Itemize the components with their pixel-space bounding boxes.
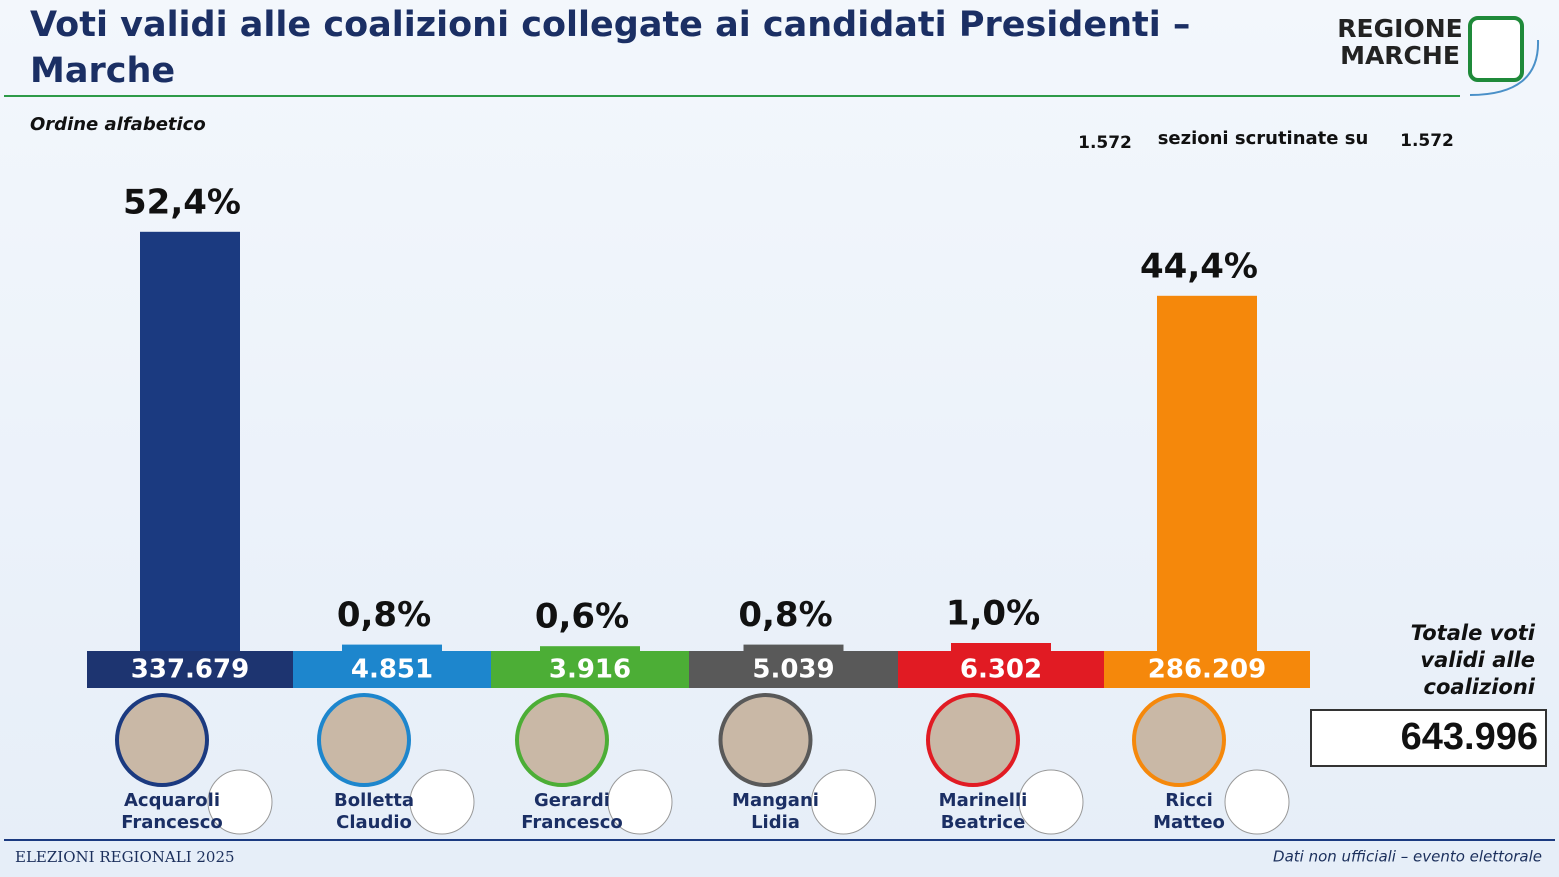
- bar: [540, 646, 640, 651]
- votes-label: 286.209: [1148, 655, 1266, 685]
- logo-text: REGIONE: [1337, 14, 1462, 43]
- votes-band: [491, 651, 689, 688]
- value-label: 1,0%: [946, 594, 1040, 634]
- candidate-name: Gerardi Francesco: [521, 790, 623, 833]
- value-label: 52,4%: [123, 182, 241, 222]
- logo-text: MARCHE: [1340, 41, 1460, 70]
- bar: [342, 644, 442, 651]
- party-logo: [811, 769, 876, 835]
- candidate-name-line: Matteo: [1153, 812, 1225, 833]
- sections-counted: 1.572: [1078, 133, 1132, 153]
- votes-band: [1104, 651, 1310, 688]
- bar: [140, 231, 240, 652]
- total-label-line: validi alle: [1420, 648, 1535, 672]
- candidate-photo: [115, 693, 209, 787]
- votes-label: 3.916: [549, 655, 631, 685]
- candidate-photo: [317, 693, 411, 787]
- candidate-name-line: Lidia: [751, 812, 800, 833]
- votes-band: [87, 651, 293, 688]
- value-label: 0,8%: [337, 595, 431, 635]
- party-logo: [1018, 769, 1084, 835]
- votes-label: 5.039: [752, 655, 834, 685]
- candidate-name-line: Gerardi: [534, 790, 610, 811]
- candidate-photo: [515, 693, 609, 787]
- votes-band: [689, 651, 898, 688]
- sections-text: sezioni scrutinate su: [1158, 128, 1369, 149]
- votes-label: 4.851: [351, 655, 433, 685]
- party-logo: [207, 769, 273, 835]
- candidate-name-line: Mangani: [732, 790, 819, 811]
- bar: [743, 644, 844, 651]
- total-value: 643.996: [1401, 716, 1538, 758]
- candidate-name-line: Bolletta: [334, 790, 414, 811]
- footer-right: Dati non ufficiali – evento elettorale: [1273, 848, 1542, 866]
- total-box: [1310, 709, 1547, 767]
- candidate-name-line: Ricci: [1165, 790, 1213, 811]
- candidate-name-line: Francesco: [121, 812, 223, 833]
- subtitle: Ordine alfabetico: [30, 114, 206, 135]
- candidate-name-line: Francesco: [521, 812, 623, 833]
- votes-band: [898, 651, 1104, 688]
- bar: [1157, 295, 1257, 651]
- candidate-name-line: Beatrice: [941, 812, 1026, 833]
- candidate-photo: [926, 693, 1020, 787]
- total-label-line: Totale voti: [1411, 621, 1536, 645]
- votes-label: 6.302: [960, 655, 1042, 685]
- candidate-name: Mangani Lidia: [732, 790, 819, 833]
- votes-label: 337.679: [131, 655, 249, 685]
- value-label: 44,4%: [1140, 246, 1258, 286]
- candidate-name: Bolletta Claudio: [334, 790, 414, 833]
- footer-left: ELEZIONI REGIONALI 2025: [15, 848, 235, 866]
- logo-emblem: [1468, 16, 1524, 82]
- total-label: Totale voti validi alle coalizioni: [1411, 621, 1536, 699]
- candidate-photo: [1132, 693, 1226, 787]
- party-logo: [1224, 769, 1290, 835]
- value-label: 0,8%: [738, 595, 832, 635]
- sections-total: 1.572: [1400, 131, 1454, 151]
- candidate-name-line: Claudio: [336, 812, 412, 833]
- party-logo: [607, 769, 673, 835]
- bar: [951, 643, 1051, 651]
- candidate-photo: [718, 693, 813, 787]
- party-logo: [409, 769, 475, 835]
- total-label-line: coalizioni: [1424, 675, 1536, 699]
- candidate-name: Acquaroli Francesco: [121, 790, 223, 833]
- logo-arc: [1469, 39, 1540, 96]
- title: Voti validi alle coalizioni collegate ai…: [30, 5, 1191, 91]
- candidate-name: Ricci Matteo: [1153, 790, 1225, 833]
- value-label: 0,6%: [535, 597, 629, 637]
- votes-band: [293, 651, 491, 688]
- candidate-name: Marinelli Beatrice: [939, 790, 1028, 833]
- candidate-name-line: Acquaroli: [124, 790, 220, 811]
- candidate-name-line: Marinelli: [939, 790, 1028, 811]
